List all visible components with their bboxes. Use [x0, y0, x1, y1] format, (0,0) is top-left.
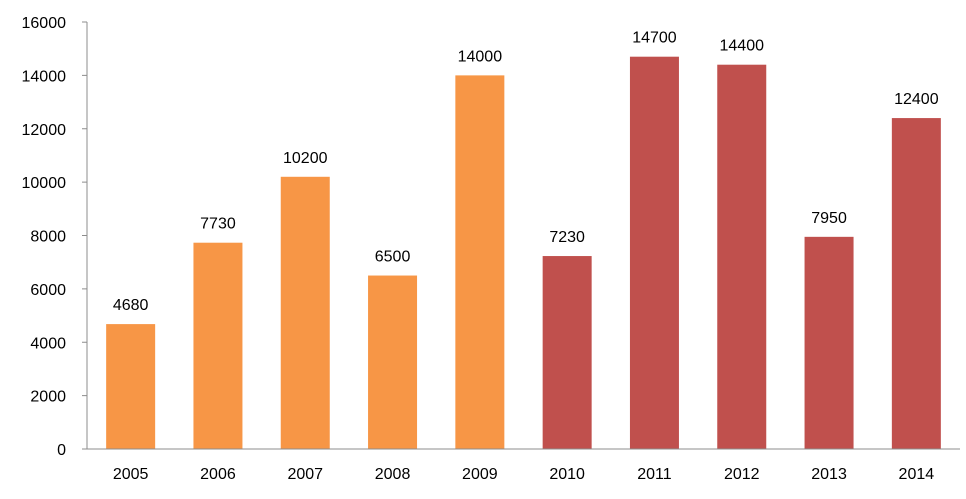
- y-tick-label: 2000: [30, 389, 66, 406]
- x-tick-label-2007: 2007: [287, 466, 323, 483]
- y-tick-label: 12000: [22, 122, 67, 139]
- bar-2010: [542, 256, 592, 449]
- bar-2011: [629, 56, 679, 449]
- bars-group: [106, 56, 941, 449]
- x-tick-label-2008: 2008: [375, 466, 411, 483]
- data-label-2009: 14000: [458, 48, 503, 65]
- data-label-2006: 7730: [200, 216, 236, 233]
- data-label-2012: 14400: [720, 38, 765, 55]
- x-tick-label-2006: 2006: [200, 466, 236, 483]
- x-tick-label-2012: 2012: [724, 466, 760, 483]
- bar-2009: [455, 75, 505, 449]
- data-label-2005: 4680: [113, 297, 149, 314]
- y-tick-label: 10000: [22, 175, 67, 192]
- bar-2013: [804, 236, 854, 449]
- bar-2014: [891, 118, 941, 449]
- x-tick-label-2013: 2013: [811, 466, 847, 483]
- bar-2005: [106, 324, 156, 449]
- bar-2012: [717, 64, 767, 449]
- x-tick-label-2009: 2009: [462, 466, 498, 483]
- data-label-2013: 7950: [811, 210, 847, 227]
- y-tick-label: 0: [57, 442, 66, 459]
- data-labels-group: 4680 7730 10200 6500 14000 7230 14700 14400 7950…: [113, 30, 939, 314]
- data-label-2010: 7230: [549, 229, 585, 246]
- y-tick-label: 16000: [22, 15, 67, 32]
- data-label-2007: 10200: [283, 150, 328, 167]
- x-tick-label-2014: 2014: [899, 466, 935, 483]
- y-tick-label: 4000: [30, 335, 66, 352]
- y-axis-ticks: 0 2000 4000 6000 8000 10000 12000 14000 16000: [22, 15, 87, 459]
- bar-2006: [193, 242, 243, 449]
- x-axis-ticks: 2005 2006 2007 2008 2009 2010 2011 2012 2013 2014: [113, 466, 934, 483]
- y-tick-label: 8000: [30, 229, 66, 246]
- data-label-2011: 14700: [632, 30, 677, 47]
- bar-2008: [368, 275, 418, 449]
- x-tick-label-2010: 2010: [549, 466, 585, 483]
- x-tick-label-2005: 2005: [113, 466, 149, 483]
- y-tick-label: 6000: [30, 282, 66, 299]
- data-label-2008: 6500: [375, 249, 411, 266]
- y-tick-label: 14000: [22, 68, 67, 85]
- x-tick-label-2011: 2011: [637, 466, 672, 483]
- bar-2007: [280, 176, 330, 449]
- data-label-2014: 12400: [894, 91, 939, 108]
